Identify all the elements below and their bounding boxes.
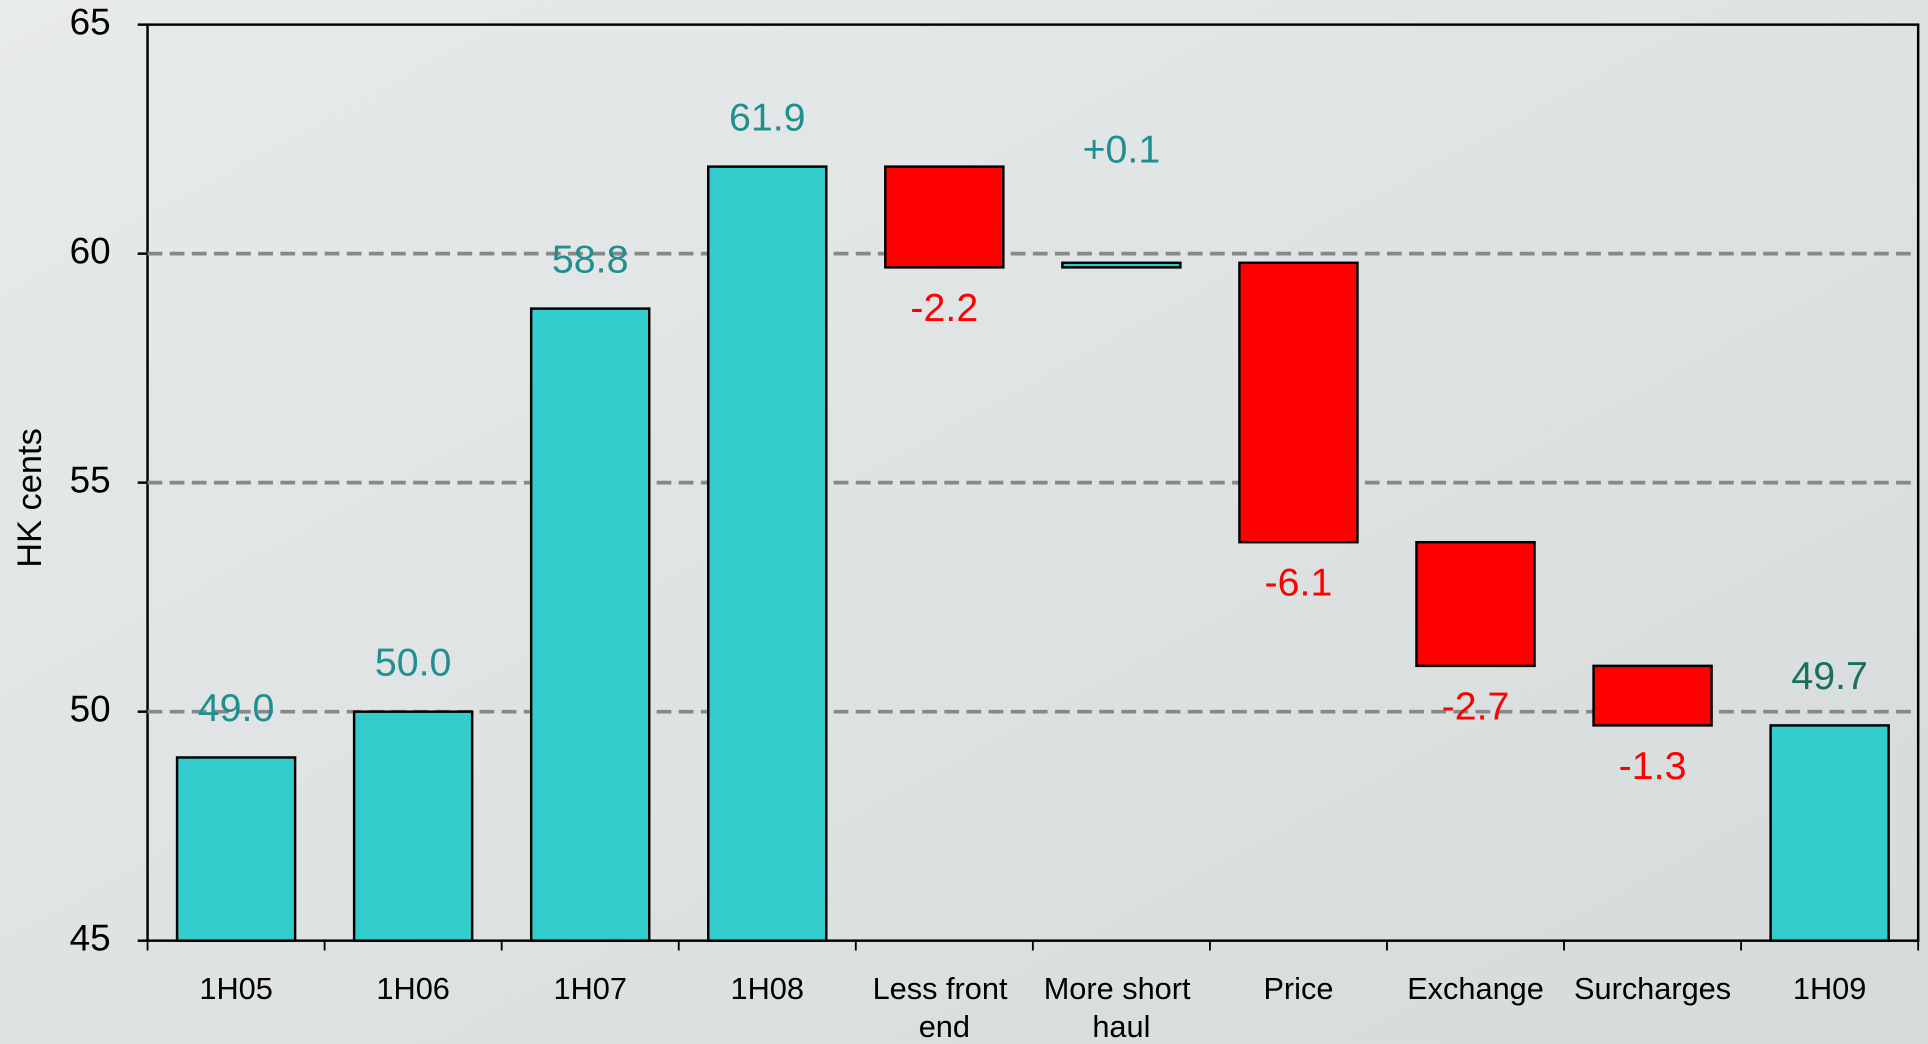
- x-tick-label-line: haul: [1092, 1009, 1150, 1044]
- bar: [707, 165, 828, 942]
- x-tick-label: 1H05: [199, 971, 272, 1006]
- bar: [884, 165, 1005, 269]
- x-tick-label-line: More short: [1044, 971, 1199, 1006]
- y-tick-label: 65: [70, 1, 111, 42]
- x-tick-label: 1H08: [731, 971, 804, 1006]
- x-tick-label: Exchange: [1407, 971, 1544, 1006]
- bar: [529, 307, 651, 942]
- x-tick-label: Surcharges: [1574, 971, 1731, 1006]
- y-tick-label: 55: [70, 459, 111, 500]
- value-label: 61.9: [729, 95, 806, 139]
- value-label: -6.1: [1265, 561, 1333, 605]
- bar: [1769, 724, 1890, 942]
- bar: [1238, 261, 1359, 544]
- value-label: -2.2: [910, 286, 978, 330]
- value-label: 49.7: [1791, 654, 1868, 698]
- x-tick-label: Price: [1263, 971, 1333, 1006]
- bar: [1592, 664, 1713, 727]
- value-label: 50.0: [375, 640, 452, 684]
- x-tick-label: 1H06: [376, 971, 449, 1006]
- x-tick-label: More short haul: [1044, 971, 1199, 1044]
- value-label: -1.3: [1619, 744, 1687, 788]
- bar: [175, 756, 297, 942]
- y-tick-label: 60: [70, 230, 111, 271]
- x-tick-label: Less front end: [873, 971, 1016, 1044]
- x-tick-label-line: end: [919, 1009, 970, 1044]
- value-label: 49.0: [198, 686, 275, 730]
- bar: [352, 710, 474, 942]
- x-tick-label-line: Less front: [873, 971, 1016, 1006]
- bar: [1061, 261, 1182, 269]
- value-label: -2.7: [1442, 684, 1510, 728]
- bar: [1415, 540, 1536, 668]
- value-label: 58.8: [552, 237, 629, 281]
- y-axis-label: HK cents: [11, 428, 49, 568]
- y-tick-label: 45: [70, 917, 111, 958]
- x-tick-label: 1H07: [553, 971, 626, 1006]
- x-tick-label: 1H09: [1793, 971, 1866, 1006]
- value-label: +0.1: [1083, 128, 1161, 172]
- y-tick-label: 50: [70, 688, 111, 729]
